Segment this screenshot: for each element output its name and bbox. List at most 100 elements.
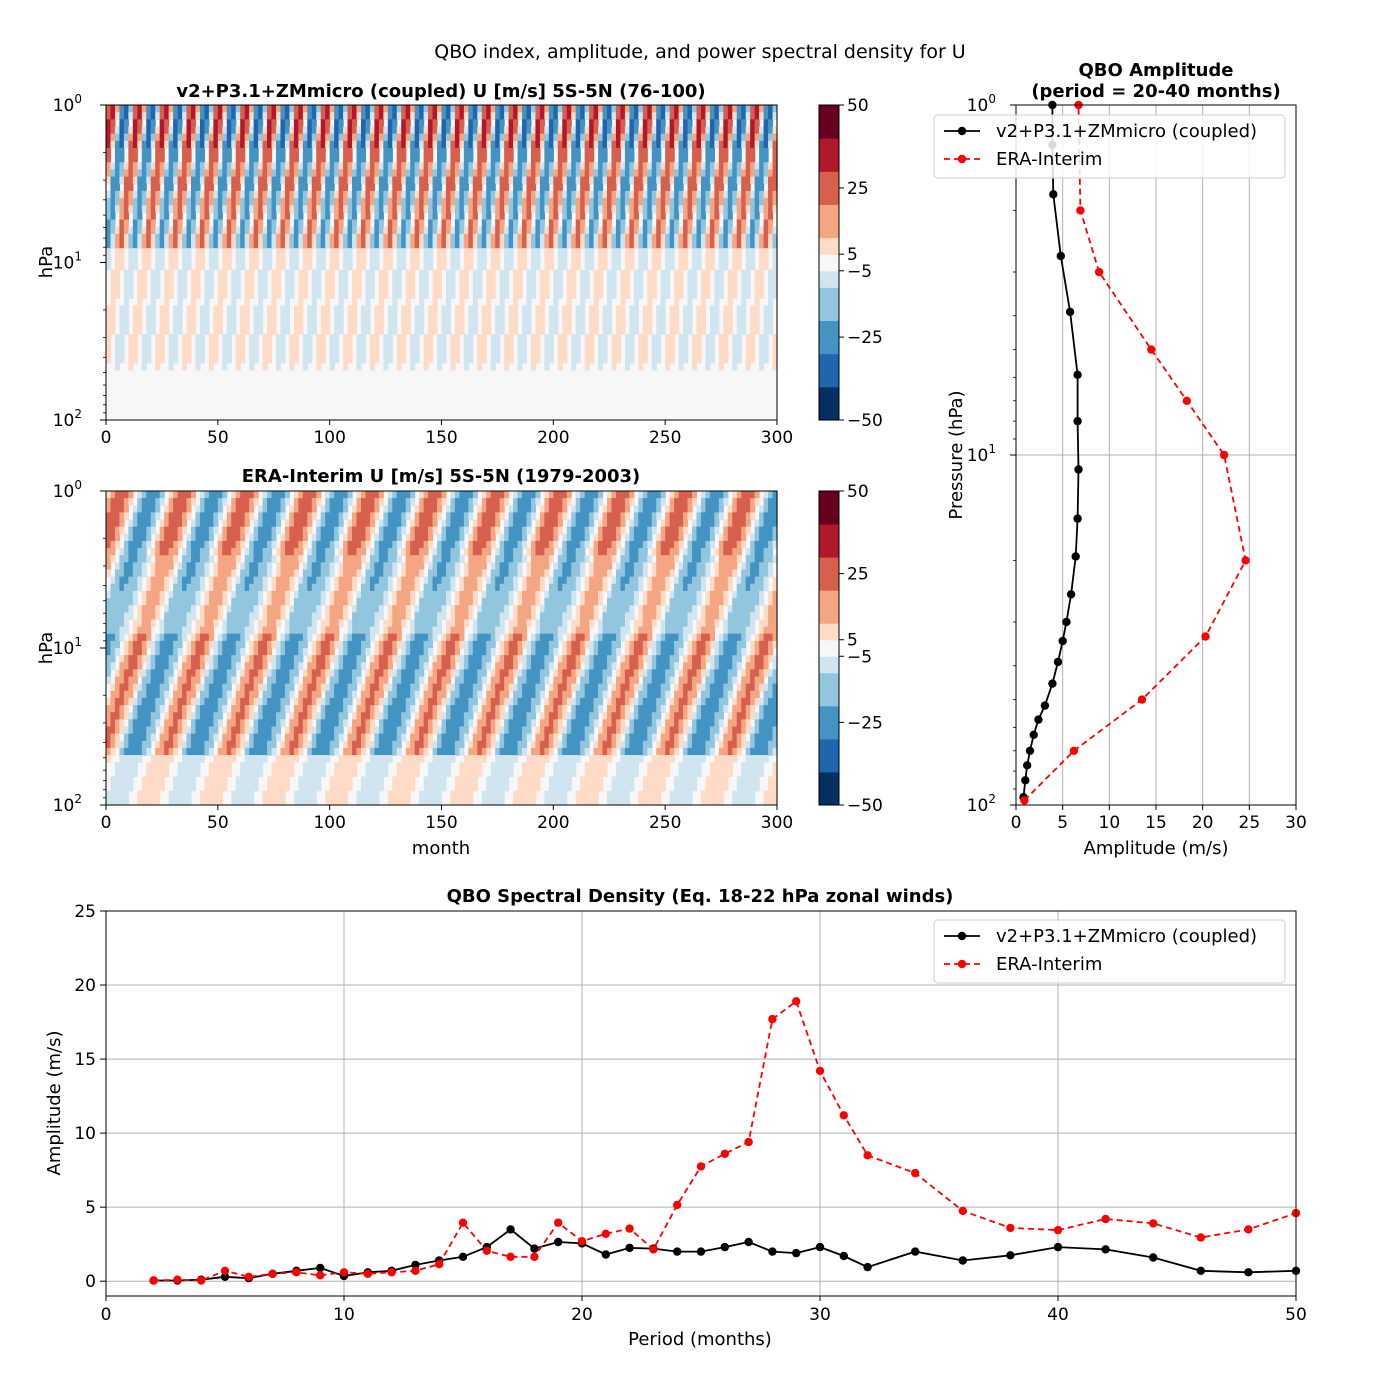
- hovmoller-cell: [705, 155, 711, 163]
- hovmoller-cell: [736, 176, 742, 185]
- hovmoller-cell: [177, 105, 183, 113]
- hovmoller-cell: [709, 219, 715, 228]
- hovmoller-cell: [624, 276, 630, 285]
- hovmoller-cell: [539, 205, 545, 213]
- hovmoller-cell: [280, 319, 286, 328]
- hovmoller-cell: [759, 255, 765, 264]
- hovmoller-cell: [638, 147, 644, 156]
- hovmoller-cell: [768, 312, 774, 321]
- hovmoller-cell: [687, 112, 693, 120]
- hovmoller-cell: [159, 162, 165, 171]
- hovmoller-cell: [714, 105, 720, 113]
- hovmoller-cell: [463, 241, 469, 249]
- hovmoller-cell: [674, 283, 680, 292]
- hovmoller-cell: [571, 355, 577, 364]
- hovmoller-cell: [329, 183, 335, 192]
- hovmoller-cell: [615, 241, 622, 249]
- hovmoller-cell: [423, 491, 429, 499]
- hovmoller-cell: [642, 241, 648, 249]
- hovmoller-cell: [700, 133, 707, 142]
- hovmoller-cell: [544, 233, 550, 242]
- hovmoller-cell: [347, 248, 353, 256]
- hovmoller-cell: [383, 276, 389, 285]
- hovmoller-cell: [486, 491, 492, 499]
- hovmoller-cell: [700, 298, 707, 307]
- hovmoller-cell: [745, 334, 751, 342]
- hovmoller-cell: [763, 212, 769, 221]
- hovmoller-cell: [271, 498, 277, 506]
- hovmoller-cell: [450, 276, 456, 285]
- hovmoller-cell: [307, 248, 313, 256]
- hovmoller-cell: [164, 119, 170, 128]
- hovmoller-cell: [298, 212, 304, 221]
- y-tick-label: 101: [53, 250, 82, 274]
- hovmoller-cell: [687, 505, 693, 514]
- hovmoller-cell: [763, 341, 769, 350]
- hovmoller-cell: [213, 140, 219, 149]
- hovmoller-cell: [651, 233, 657, 242]
- hovmoller-cell: [490, 505, 496, 514]
- hovmoller-cell: [150, 133, 156, 142]
- hovmoller-cell: [463, 233, 469, 242]
- hovmoller-cell: [750, 112, 756, 120]
- hovmoller-cell: [110, 326, 116, 335]
- hovmoller-cell: [624, 334, 630, 342]
- hovmoller-cell: [687, 105, 693, 113]
- hovmoller-cell: [745, 241, 751, 249]
- hovmoller-cell: [298, 276, 304, 285]
- hovmoller-cell: [177, 162, 183, 171]
- hovmoller-cell: [441, 169, 447, 178]
- hovmoller-cell: [128, 140, 134, 149]
- hovmoller-cell: [674, 291, 680, 299]
- hovmoller-cell: [168, 283, 174, 292]
- hovmoller-cell: [253, 219, 259, 228]
- hovmoller-cell: [624, 283, 630, 292]
- hovmoller-cell: [271, 269, 277, 278]
- hovmoller-cell: [548, 155, 554, 163]
- hovmoller-cell: [741, 283, 747, 292]
- hovmoller-cell: [705, 126, 711, 135]
- hovmoller-cell: [745, 341, 751, 350]
- hovmoller-cell: [517, 140, 523, 149]
- hovmoller-cell: [244, 519, 250, 528]
- hovmoller-cell: [580, 198, 586, 206]
- hovmoller-cell: [768, 140, 774, 149]
- hovmoller-cell: [575, 262, 581, 271]
- hovmoller-cell: [338, 326, 344, 335]
- hovmoller-cell: [620, 512, 626, 521]
- hovmoller-cell: [700, 491, 707, 499]
- hovmoller-cell: [141, 283, 147, 292]
- hovmoller-cell: [589, 241, 595, 249]
- hovmoller-cell: [589, 491, 595, 499]
- hovmoller-cell: [678, 512, 684, 521]
- hovmoller-cell: [387, 355, 393, 364]
- hovmoller-cell: [378, 276, 384, 285]
- hovmoller-cell: [598, 126, 604, 135]
- hovmoller-cell: [365, 112, 371, 120]
- hovmoller-cell: [678, 140, 684, 149]
- hovmoller-cell: [293, 162, 299, 171]
- hovmoller-cell: [513, 291, 519, 299]
- hovmoller-cell: [244, 512, 250, 521]
- hovmoller-cell: [754, 291, 760, 299]
- hovmoller-cell: [244, 162, 250, 171]
- hovmoller-cell: [123, 219, 129, 228]
- hovmoller-cell: [360, 105, 367, 113]
- hovmoller-cell: [280, 105, 286, 113]
- hovmoller-cell: [615, 205, 622, 213]
- hovmoller-cell: [660, 269, 666, 278]
- hovmoller-cell: [316, 205, 322, 213]
- hovmoller-cell: [374, 319, 380, 328]
- hovmoller-cell: [763, 319, 769, 328]
- hovmoller-cell: [593, 312, 599, 321]
- hovmoller-cell: [723, 176, 729, 185]
- hovmoller-cell: [410, 226, 416, 235]
- hovmoller-cell: [168, 176, 174, 185]
- hovmoller-cell: [598, 169, 604, 178]
- hovmoller-cell: [486, 233, 492, 242]
- hovmoller-cell: [302, 183, 308, 192]
- hovmoller-cell: [575, 491, 581, 499]
- hovmoller-cell: [159, 519, 165, 528]
- hovmoller-cell: [709, 190, 715, 199]
- hovmoller-cell: [334, 255, 340, 264]
